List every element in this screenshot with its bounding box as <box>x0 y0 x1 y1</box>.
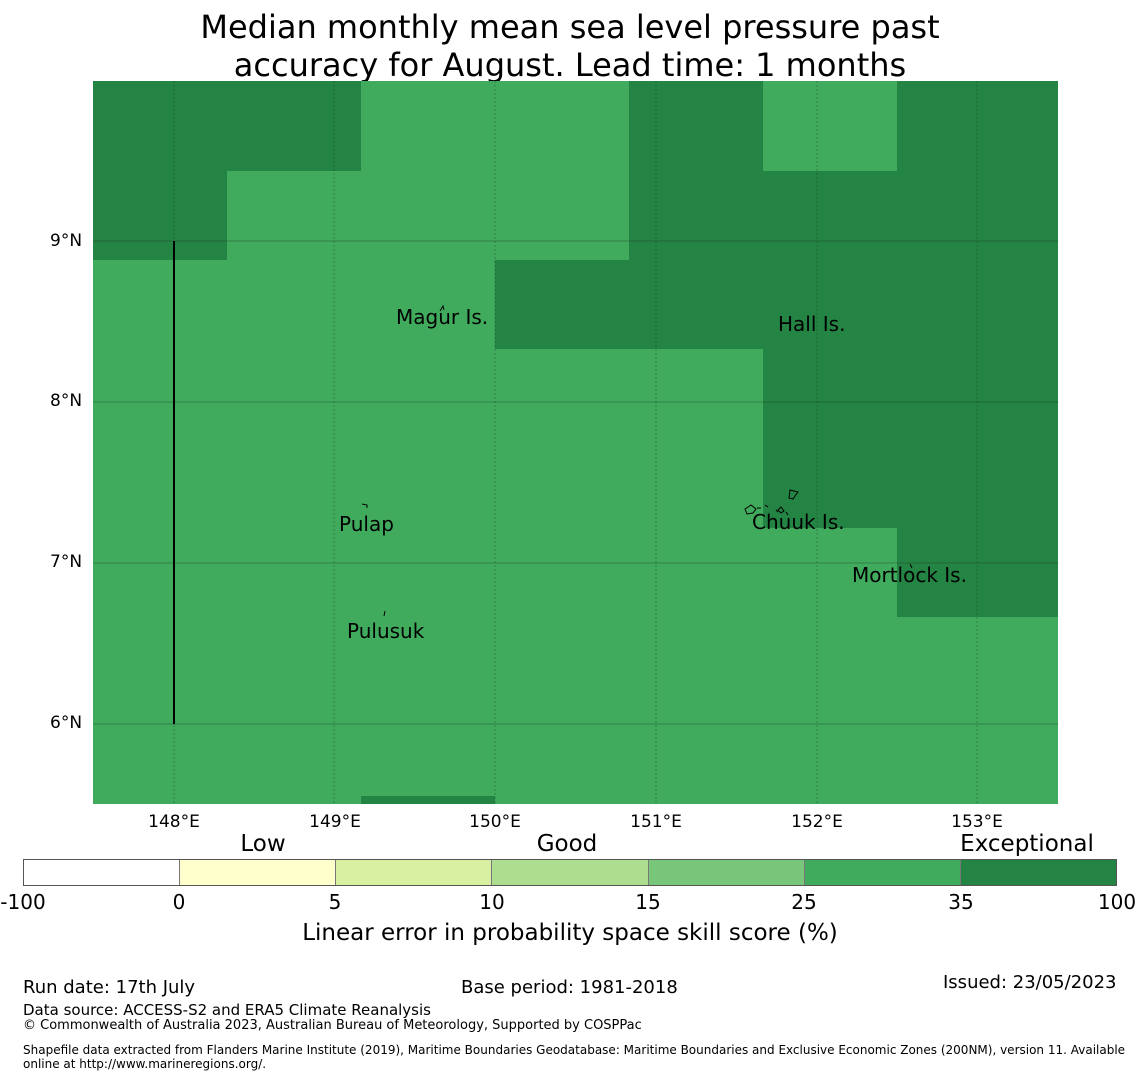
skill-score-map <box>93 81 1058 804</box>
colorbar-segment <box>336 860 493 885</box>
colorbar-tick: -100 <box>0 890 46 914</box>
high-skill-cell <box>361 796 495 804</box>
place-label-pulusuk: Pulusuk <box>347 619 425 643</box>
colorbar-tick: 25 <box>791 890 817 914</box>
colorbar-label: Linear error in probability space skill … <box>302 920 838 946</box>
place-label-mortlock: Mortlock Is. <box>852 563 967 587</box>
longitude-label-152e: 152°E <box>791 812 843 832</box>
skill-score-colorbar <box>23 859 1117 886</box>
longitude-label-148e: 148°E <box>148 812 200 832</box>
island-outlines <box>361 304 913 617</box>
latitude-label-9n: 9°N <box>50 231 83 251</box>
colorbar-tick: 35 <box>948 890 974 914</box>
legend-category-good: Good <box>536 831 598 857</box>
graticule <box>93 81 1058 804</box>
latitude-label-8n: 8°N <box>50 391 83 411</box>
colorbar-segment <box>648 860 805 885</box>
place-label-magur: Magur Is. <box>396 305 489 329</box>
shapefile-credit-line-1: Shapefile data extracted from Flanders M… <box>23 1043 1126 1057</box>
high-skill-cell <box>93 81 361 171</box>
high-skill-cell <box>897 528 1058 617</box>
longitude-label-149e: 149°E <box>309 812 361 832</box>
longitude-label-150e: 150°E <box>469 812 521 832</box>
shapefile-credit-line-2: online at http://www.marineregions.org/. <box>23 1057 267 1071</box>
issued-date: Issued: 23/05/2023 <box>943 972 1117 993</box>
high-skill-cell <box>763 349 1058 528</box>
colorbar-tick: 0 <box>172 890 186 914</box>
pulusuk-island-outline <box>383 610 386 617</box>
legend-category-low: Low <box>240 831 286 857</box>
legend-category-exceptional: Exceptional <box>960 831 1094 857</box>
place-label-chuuk: Chuuk Is. <box>752 510 845 534</box>
high-skill-regions <box>93 81 1058 804</box>
colorbar-tick: 15 <box>635 890 661 914</box>
longitude-label-153e: 153°E <box>951 812 1003 832</box>
colorbar-tick: 5 <box>328 890 342 914</box>
mortlock-island-outline <box>909 563 913 569</box>
latitude-label-7n: 7°N <box>50 552 83 572</box>
chuuk-lagoon-outline <box>744 489 799 516</box>
run-date: Run date: 17th July <box>23 977 196 998</box>
copyright-notice: © Commonwealth of Australia 2023, Austra… <box>23 1018 642 1033</box>
latitude-label-6n: 6°N <box>50 713 83 733</box>
colorbar-tick: 10 <box>479 890 505 914</box>
high-skill-cell <box>93 171 227 260</box>
pulap-island-outline <box>361 503 368 508</box>
colorbar-segment <box>492 860 649 885</box>
high-skill-cell <box>495 260 1058 349</box>
colorbar-segment <box>960 860 1116 885</box>
base-period: Base period: 1981-2018 <box>461 977 678 998</box>
high-skill-cell <box>629 171 1058 260</box>
data-source: Data source: ACCESS-S2 and ERA5 Climate … <box>23 1001 431 1019</box>
colorbar-tick: 100 <box>1097 890 1137 914</box>
high-skill-cell <box>897 81 1058 171</box>
colorbar-segment <box>180 860 337 885</box>
colorbar-segment <box>804 860 961 885</box>
colorbar-segment <box>24 860 181 885</box>
map-title-line-2: accuracy for August. Lead time: 1 months <box>233 46 907 84</box>
place-label-hall: Hall Is. <box>778 312 846 336</box>
place-label-pulap: Pulap <box>339 512 394 536</box>
map-title-line-1: Median monthly mean sea level pressure p… <box>200 8 940 46</box>
longitude-label-151e: 151°E <box>630 812 682 832</box>
magur-island-outline <box>439 304 445 312</box>
